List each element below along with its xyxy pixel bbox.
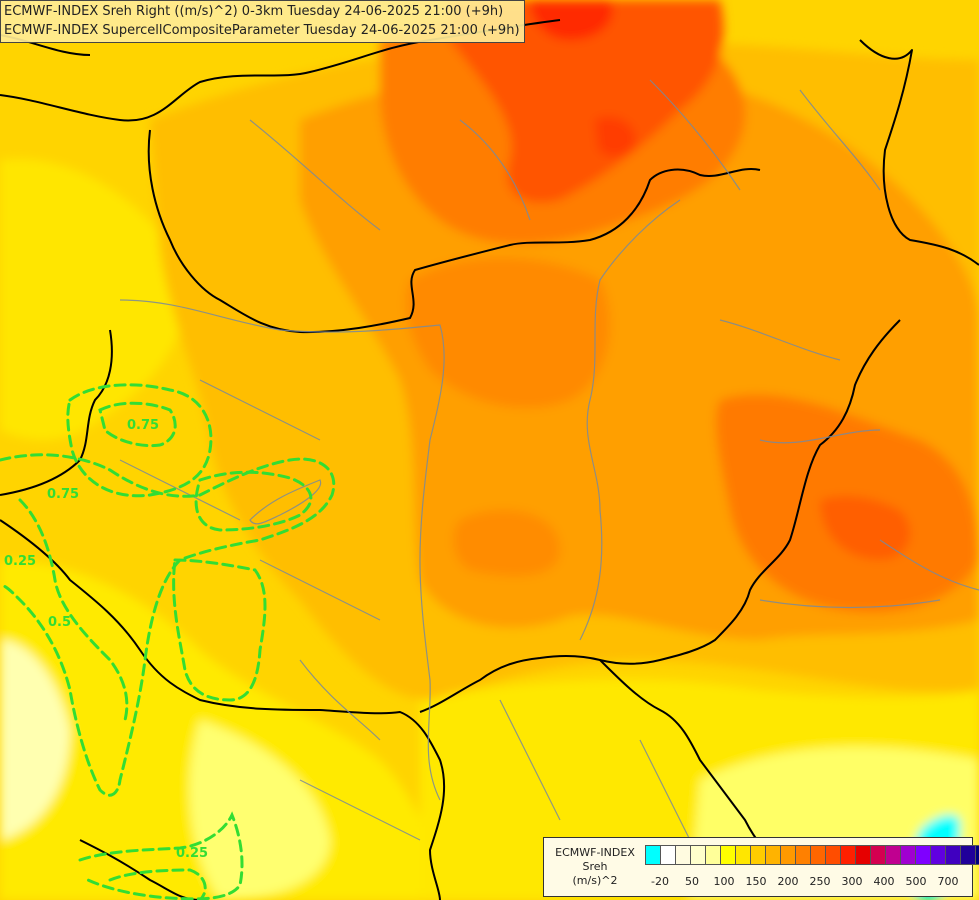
field-paleyellow-southwest <box>0 640 70 840</box>
contour-label: 0.25 <box>176 846 208 861</box>
border-hungary-romania <box>419 319 901 713</box>
legend-swatch <box>900 845 916 865</box>
legend-swatch <box>795 845 811 865</box>
border-east <box>859 39 979 266</box>
field-red-small <box>595 116 636 157</box>
legend-swatch <box>915 845 931 865</box>
map-title-box: ECMWF-INDEX Sreh Right ((m/s)^2) 0-3km T… <box>0 0 525 43</box>
region-lines-north <box>249 79 881 231</box>
legend-tick-label: 150 <box>745 875 767 888</box>
scp-contour-1 <box>66 383 213 498</box>
legend-tick-label: 100 <box>713 875 735 888</box>
legend-label-line3: (m/s)^2 <box>572 874 618 887</box>
border-croatia-serbia <box>0 519 446 900</box>
legend-swatch <box>840 845 856 865</box>
contour-label: 0.75 <box>47 487 79 502</box>
legend-tick-label: 200 <box>777 875 799 888</box>
field-paleyellow-center-south <box>189 720 330 900</box>
scp-contour-8 <box>108 868 207 900</box>
legend-swatch <box>810 845 826 865</box>
legend-swatch <box>675 845 691 865</box>
legend-swatch <box>660 845 676 865</box>
field-redorange-east <box>820 495 911 560</box>
lake-balaton <box>249 479 322 525</box>
border-austria-hungary <box>0 329 113 496</box>
legend-label: ECMWF-INDEX Sreh (m/s)^2 <box>548 846 642 888</box>
legend-swatch <box>825 845 841 865</box>
legend-label-line1: ECMWF-INDEX <box>555 846 635 859</box>
contour-label: 0.75 <box>127 418 159 433</box>
legend-swatch <box>960 845 976 865</box>
legend-tick-label: 250 <box>809 875 831 888</box>
legend-swatch <box>885 845 901 865</box>
legend-swatch <box>720 845 736 865</box>
map-title-line1: ECMWF-INDEX Sreh Right ((m/s)^2) 0-3km T… <box>4 4 504 19</box>
legend-swatch <box>705 845 721 865</box>
legend-tick-label: 400 <box>873 875 895 888</box>
legend-swatches <box>645 845 979 865</box>
field-red-core-north <box>530 0 613 40</box>
legend-swatch <box>645 845 661 865</box>
legend-swatch <box>945 845 961 865</box>
scp-contour-7 <box>78 811 244 900</box>
scp-contour-3 <box>18 498 129 722</box>
river-danube <box>119 299 445 801</box>
legend-swatch <box>750 845 766 865</box>
legend-swatch <box>870 845 886 865</box>
legend-tick-label: -20 <box>651 875 669 888</box>
map-title-line2: ECMWF-INDEX SupercellCompositeParameter … <box>4 23 520 38</box>
field-orange-dark-center <box>406 257 610 409</box>
scp-contour-6 <box>98 401 177 448</box>
legend-swatch <box>735 845 751 865</box>
field-yellow-west <box>0 158 186 441</box>
legend-label-line2: Sreh <box>582 860 608 873</box>
field-red-north <box>450 0 724 203</box>
legend-swatch <box>855 845 871 865</box>
region-lines-east <box>719 319 979 609</box>
legend-tick-label: 50 <box>685 875 699 888</box>
contour-label: 0.25 <box>4 554 36 569</box>
scp-contour-4 <box>194 470 313 532</box>
legend-tick-label: 300 <box>841 875 863 888</box>
color-legend: ECMWF-INDEX Sreh (m/s)^2 -20 50 100 150 200 2… <box>543 837 979 897</box>
legend-swatch <box>975 845 979 865</box>
legend-tick-label: 500 <box>905 875 927 888</box>
legend-tick-label: 700 <box>937 875 959 888</box>
river-tisza <box>579 199 681 641</box>
legend-swatch <box>780 845 796 865</box>
contour-label: 0.5 <box>48 615 71 630</box>
region-lines-west <box>119 379 381 741</box>
legend-ticks: -20 50 100 150 200 250 300 400 500 700 <box>645 875 975 891</box>
field-orange-dark-southcenter <box>453 510 560 576</box>
border-slovakia-hungary <box>147 129 761 334</box>
scp-contour-5 <box>172 558 267 702</box>
legend-swatch <box>690 845 706 865</box>
legend-swatch <box>930 845 946 865</box>
legend-swatch <box>765 845 781 865</box>
